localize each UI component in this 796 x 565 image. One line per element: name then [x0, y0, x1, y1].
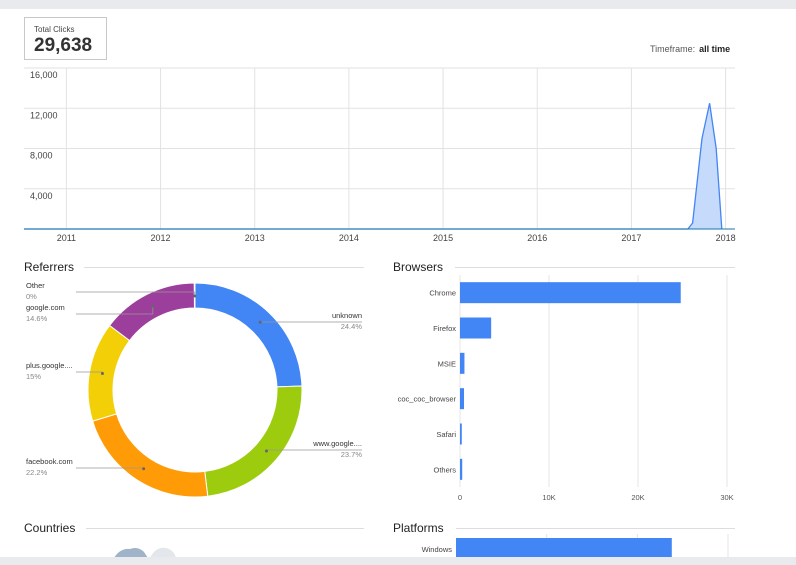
slice-label: unknown — [332, 311, 362, 320]
slice-unknown — [194, 282, 303, 388]
callout-dot — [151, 304, 155, 308]
platforms-title: Platforms — [393, 521, 444, 535]
category-label: Others — [433, 465, 456, 474]
browsers-title: Browsers — [393, 260, 444, 274]
callout-dot — [100, 372, 104, 376]
slice-percent: 24.4% — [341, 322, 363, 331]
x-tick-label: 10K — [542, 493, 555, 502]
countries-map — [114, 547, 176, 558]
bottom-strip — [0, 557, 796, 565]
slice-label: Other — [26, 281, 45, 290]
category-label: Chrome — [429, 289, 456, 298]
callout-dot — [258, 320, 262, 324]
callout-line — [76, 305, 154, 315]
slice-www-google- — [204, 385, 303, 497]
referrers-rule — [84, 267, 364, 268]
slice-google-com — [108, 282, 195, 342]
category-label: Safari — [436, 430, 456, 439]
clicks-timeline-chart: 4,000 8,000 12,000 16,000 2011 2012 2013 2014 20… — [24, 67, 736, 243]
callout-dot — [193, 294, 197, 298]
x-tick-label: 2018 — [716, 233, 736, 243]
callout-dot — [142, 467, 146, 471]
bar-firefox — [460, 317, 492, 339]
timeframe-value[interactable]: all time — [699, 44, 731, 54]
x-tick-label: 2014 — [339, 233, 359, 243]
x-tick-label: 0 — [458, 493, 462, 502]
slice-label: google.com — [26, 303, 65, 312]
referrers-donut-chart: unknown 24.4% www.google.... 23.7% facebook.… — [26, 281, 363, 498]
countries-rule — [86, 528, 364, 529]
platforms-bar-chart: Windows — [422, 534, 729, 558]
total-clicks-label: Total Clicks — [34, 25, 75, 34]
category-label: Firefox — [433, 324, 456, 333]
y-tick-label: 16,000 — [30, 70, 58, 80]
x-tick-label: 30K — [720, 493, 733, 502]
top-strip — [0, 0, 796, 9]
clicks-area — [24, 103, 722, 229]
slice-percent: 15% — [26, 372, 41, 381]
slice-percent: 14.6% — [26, 314, 48, 323]
timeframe-selector[interactable]: Timeframe: all time — [650, 44, 730, 54]
countries-title: Countries — [24, 521, 76, 535]
slice-facebook-com — [92, 413, 209, 498]
bar-others — [460, 458, 463, 480]
slice-label: facebook.com — [26, 457, 73, 466]
slice-percent: 22.2% — [26, 468, 48, 477]
referrers-title: Referrers — [24, 260, 75, 274]
bar-safari — [460, 423, 462, 445]
timeframe-label: Timeframe: — [650, 44, 696, 54]
map-landmass — [114, 548, 148, 558]
category-label: Windows — [422, 545, 453, 554]
y-tick-label: 8,000 — [30, 151, 53, 161]
category-label: MSIE — [438, 359, 456, 368]
callout-dot — [264, 449, 268, 453]
category-label: coc_coc_browser — [398, 395, 457, 404]
slice-label: plus.google.... — [26, 361, 73, 370]
x-tick-label: 2012 — [151, 233, 171, 243]
slice-percent: 0% — [26, 292, 37, 301]
total-clicks-card: Total Clicks 29,638 — [24, 17, 107, 60]
slice-plus-google- — [87, 324, 131, 422]
x-tick-label: 2013 — [245, 233, 265, 243]
bar-windows — [456, 538, 672, 558]
clicks-line — [24, 103, 723, 230]
browsers-bar-chart: 0 10K 20K 30K Chrome Firefox MSIE coc_coc_brows… — [398, 275, 734, 502]
y-tick-label: 12,000 — [30, 110, 58, 120]
bar-msie — [460, 352, 465, 374]
x-tick-label: 2017 — [621, 233, 641, 243]
x-tick-label: 20K — [631, 493, 644, 502]
slice-label: www.google.... — [312, 439, 362, 448]
slice-percent: 23.7% — [341, 450, 363, 459]
map-landmass — [150, 547, 176, 558]
x-tick-label: 2015 — [433, 233, 453, 243]
x-tick-label: 2011 — [57, 233, 76, 243]
bar-chrome — [460, 282, 681, 304]
x-tick-label: 2016 — [527, 233, 547, 243]
total-clicks-value: 29,638 — [34, 35, 93, 56]
platforms-rule — [456, 528, 735, 529]
y-tick-label: 4,000 — [30, 191, 53, 201]
bar-coc-coc-browser — [460, 388, 465, 410]
browsers-rule — [455, 267, 735, 268]
